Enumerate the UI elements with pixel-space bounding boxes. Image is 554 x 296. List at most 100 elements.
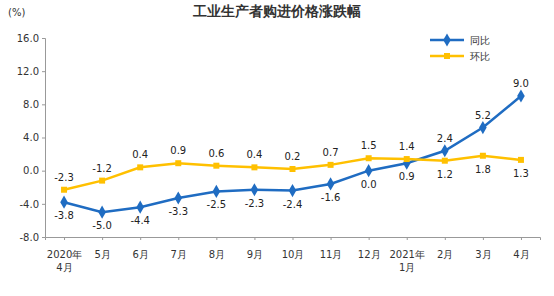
series-marker (517, 89, 525, 102)
data-label: 1.2 (437, 169, 453, 180)
x-tick-label-line: 6月 (133, 249, 149, 260)
x-tick-label-line: 4月 (513, 249, 529, 260)
series-marker (251, 183, 259, 196)
x-tick-label: 2021年1月 (390, 249, 425, 273)
x-tick-line (369, 237, 370, 240)
x-tick-label: 10月 (282, 249, 305, 260)
y-tick-label: 0.0 (23, 165, 39, 176)
chart-title: 工业生产者购进价格涨跌幅 (192, 3, 361, 19)
data-label: -2.4 (283, 199, 303, 210)
series-marker (480, 153, 486, 159)
data-label: 1.3 (513, 168, 529, 179)
x-tick-label-line: 2021年 (390, 249, 425, 260)
series-marker (175, 160, 181, 166)
y-tick-line (42, 104, 45, 105)
data-label: -2.5 (207, 199, 227, 210)
data-label: -5.0 (92, 220, 112, 231)
legend-label: 同比 (470, 35, 490, 46)
series-marker (404, 156, 410, 162)
y-tick-line (42, 204, 45, 205)
legend-item: 同比 (430, 33, 490, 46)
x-tick: 12月 (358, 237, 381, 260)
x-tick-label: 3月 (475, 249, 491, 260)
x-tick: 9月 (247, 237, 263, 260)
y-tick-line (42, 237, 45, 238)
series-marker (213, 185, 221, 198)
x-tick-label-line: 4月 (56, 262, 72, 273)
series-marker (328, 162, 334, 168)
x-tick-label: 6月 (133, 249, 149, 260)
data-label: 0.6 (208, 148, 224, 159)
series-marker (366, 155, 372, 161)
data-label: 0.2 (285, 151, 301, 162)
x-tick-label: 7月 (171, 249, 187, 260)
y-tick: 16.0 (17, 33, 45, 44)
y-tick-line (42, 71, 45, 72)
x-tick-label-line: 8月 (209, 249, 225, 260)
y-tick-label: 4.0 (23, 132, 39, 143)
x-tick-label: 12月 (358, 249, 381, 260)
series-marker (403, 157, 411, 170)
y-tick-label: -8.0 (19, 232, 39, 243)
x-tick-label: 9月 (247, 249, 263, 260)
legend-label: 环比 (470, 51, 490, 62)
y-axis-unit: (%) (8, 7, 25, 18)
x-tick-label-line: 7月 (171, 249, 187, 260)
data-label: -2.3 (54, 172, 74, 183)
x-tick-label: 11月 (320, 249, 343, 260)
series-marker (479, 121, 487, 134)
x-tick-line (407, 237, 408, 240)
y-axis: -8.0 -4.0 0.0 4.0 8.0 12.0 16.0 (17, 33, 46, 243)
x-tick-label: 8月 (209, 249, 225, 260)
data-label: 0.9 (170, 145, 186, 156)
y-tick-line (42, 38, 45, 39)
data-label: 1.8 (475, 164, 491, 175)
y-tick-label: 8.0 (23, 99, 39, 110)
x-tick: 4月 (513, 237, 529, 260)
x-tick-label-line: 3月 (475, 249, 491, 260)
series-marker (60, 196, 68, 209)
x-tick: 2020年4月 (47, 237, 82, 273)
data-label: 0.4 (132, 149, 148, 160)
data-label: 9.0 (513, 78, 529, 89)
y-tick: -4.0 (19, 199, 45, 210)
x-tick-label: 4月 (513, 249, 529, 260)
x-tick-line (64, 237, 65, 240)
chart-svg: 工业生产者购进价格涨跌幅 (%) -8.0 -4.0 0.0 4.0 8.0 12.0 16.0… (0, 0, 554, 296)
data-label: 5.2 (475, 110, 491, 121)
series-marker (327, 177, 335, 190)
data-label: -2.3 (245, 198, 265, 209)
legend-marker (444, 53, 450, 59)
series-marker (99, 178, 105, 184)
x-tick: 2021年1月 (390, 237, 425, 273)
y-axis-line (42, 39, 46, 238)
x-tick-line (521, 237, 522, 240)
data-label: 0.7 (323, 147, 339, 158)
series-marker (98, 206, 106, 219)
data-label: 1.4 (399, 141, 415, 152)
y-tick: 8.0 (23, 99, 45, 110)
x-tick-line (216, 237, 217, 240)
legend: 同比环比 (430, 33, 490, 62)
x-axis-line (46, 238, 541, 241)
x-tick-label-line: 10月 (282, 249, 305, 260)
x-tick-line (445, 237, 446, 240)
y-tick: 12.0 (17, 66, 45, 77)
legend-marker (443, 33, 451, 46)
x-tick: 5月 (94, 237, 110, 260)
x-tick-line (483, 237, 484, 240)
x-tick: 10月 (282, 237, 305, 260)
x-tick-line (331, 237, 332, 240)
x-tick-label-line: 2月 (437, 249, 453, 260)
data-label: 0.9 (399, 171, 415, 182)
x-axis: 2020年4月 5月 6月 7月 8月 9月 10月 11月 12月 2021年1月 2月 3月 4月 (46, 237, 541, 273)
data-label: -3.3 (169, 206, 189, 217)
x-tick-label: 2月 (437, 249, 453, 260)
x-tick-line (178, 237, 179, 240)
series-marker (289, 184, 297, 197)
data-labels: -3.8-5.0-4.4-3.3-2.5-2.3-2.4-1.60.00.92.… (54, 78, 529, 231)
x-tick-label: 5月 (94, 249, 110, 260)
plot-marks (60, 89, 525, 218)
x-tick-label: 2020年4月 (47, 249, 82, 273)
x-tick-label-line: 12月 (358, 249, 381, 260)
